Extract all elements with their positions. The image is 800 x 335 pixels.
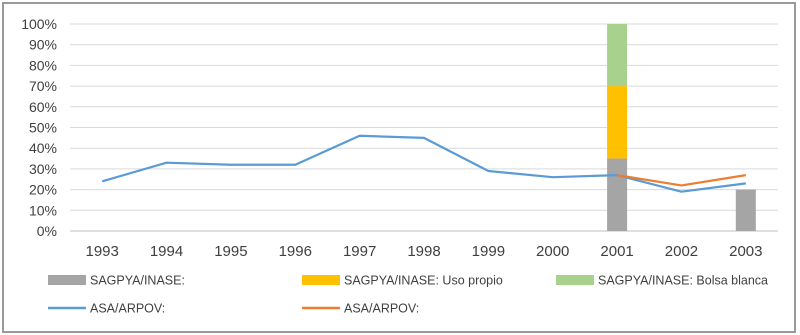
y-tick-label: 60% xyxy=(29,99,57,115)
x-tick-label: 1998 xyxy=(407,243,440,260)
x-tick-label: 1996 xyxy=(279,243,312,260)
x-tick-label: 2002 xyxy=(665,243,698,260)
legend-label: SAGPYA/INASE: Bolsa blanca xyxy=(598,274,768,288)
y-tick-label: 80% xyxy=(29,57,57,73)
bar-2-2001 xyxy=(607,86,628,159)
x-tick-label: 2003 xyxy=(729,243,762,260)
y-tick-label: 40% xyxy=(29,140,57,156)
legend-label: SAGPYA/INASE: xyxy=(90,274,185,288)
y-tick-label: 50% xyxy=(29,120,57,136)
bar-1-2001 xyxy=(607,158,628,231)
x-tick-label: 1995 xyxy=(214,243,247,260)
x-tick-label: 1994 xyxy=(150,243,183,260)
legend-label: ASA/ARPOV: xyxy=(344,302,419,316)
legend-swatch xyxy=(302,275,340,285)
x-tick-label: 1997 xyxy=(343,243,376,260)
line-series-1 xyxy=(101,134,746,193)
legend-label: ASA/ARPOV: xyxy=(90,302,165,316)
legend-swatch xyxy=(556,275,594,285)
y-tick-label: 30% xyxy=(29,161,57,177)
legend-label: SAGPYA/INASE: Uso propio xyxy=(344,274,503,288)
y-tick-label: 10% xyxy=(29,202,57,218)
bar-3-2001 xyxy=(607,24,628,87)
y-tick-label: 90% xyxy=(29,37,57,53)
bar-1-2003 xyxy=(735,189,756,231)
y-tick-label: 70% xyxy=(29,78,57,94)
y-tick-label: 0% xyxy=(37,223,57,239)
x-tick-label: 1993 xyxy=(85,243,118,260)
x-tick-label: 1999 xyxy=(472,243,505,260)
y-tick-label: 20% xyxy=(29,182,57,198)
y-tick-label: 100% xyxy=(21,16,57,32)
x-tick-label: 2000 xyxy=(536,243,569,260)
legend-swatch xyxy=(48,275,86,285)
x-tick-label: 2001 xyxy=(600,243,633,260)
